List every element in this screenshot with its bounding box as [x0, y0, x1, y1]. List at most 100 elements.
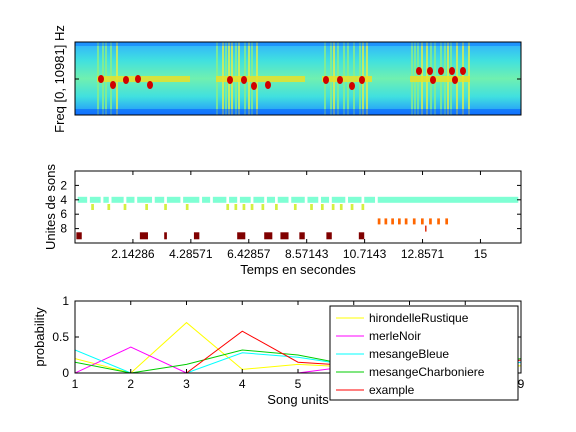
prob-xtick-label: 5: [295, 377, 302, 391]
unit-mark: [237, 232, 246, 240]
legend-box: [329, 305, 519, 401]
units-xtick-label: 2.14286: [111, 247, 155, 261]
unit-mark: [377, 218, 381, 225]
unit-mark: [91, 204, 94, 210]
prob-xtick-label: 4: [239, 377, 246, 391]
unit-mark: [275, 204, 278, 210]
spectrogram-trace: [97, 76, 190, 82]
unit-mark: [193, 232, 200, 240]
spectrogram-hotspot: [416, 67, 422, 75]
unit-mark: [404, 218, 408, 225]
probability-xlabel: Song units: [267, 392, 329, 407]
spectrogram-hotspot: [98, 75, 104, 83]
spectrogram-edge: [75, 42, 521, 46]
unit-mark: [183, 196, 200, 203]
prob-ytick-label: 1: [62, 294, 69, 308]
spectrogram-hotspot: [337, 76, 343, 84]
unit-mark: [253, 196, 265, 203]
unit-mark: [107, 204, 111, 210]
unit-mark: [384, 218, 388, 225]
unit-mark: [429, 218, 432, 225]
spectrogram-hotspot: [427, 67, 433, 75]
prob-xtick-label: 1: [72, 377, 79, 391]
spectrogram-hotspot: [323, 76, 329, 84]
unit-mark: [154, 196, 165, 203]
spectrogram-hotspot: [265, 81, 271, 89]
unit-mark: [77, 196, 88, 203]
unit-mark: [339, 204, 343, 210]
unit-mark: [212, 196, 227, 203]
legend-label: mesangeBleue: [369, 347, 449, 361]
spectrogram-hotspot: [123, 76, 129, 84]
unit-mark: [89, 196, 101, 203]
units-xtick-label: 4.28571: [169, 247, 213, 261]
unit-mark: [310, 204, 313, 210]
unit-mark: [320, 196, 330, 203]
unit-mark: [307, 196, 319, 203]
spectrogram-hotspot: [449, 67, 455, 75]
spectrogram-hotspot: [438, 67, 444, 75]
units-xtick-label: 6.42857: [227, 247, 271, 261]
unit-mark: [264, 232, 273, 240]
unit-mark: [145, 204, 148, 210]
spectrogram-hotspot: [359, 76, 365, 84]
unit-mark: [391, 218, 394, 225]
probability-ylabel: probability: [32, 307, 47, 367]
unit-mark: [137, 196, 153, 203]
spectrogram-hotspot: [349, 82, 355, 90]
unit-mark: [185, 204, 189, 210]
probability-panel: 1 2 3 4 5 9 0 0.5 1 Song units probability hiron…: [32, 294, 525, 407]
unit-mark: [234, 204, 238, 210]
unit-mark: [361, 204, 365, 210]
unit-mark: [239, 196, 251, 203]
unit-mark: [425, 225, 427, 232]
units-ylabel: Unites de sons: [43, 164, 58, 250]
units-xtick-label: 12.8571: [401, 247, 445, 261]
prob-xtick-label: 2: [127, 377, 134, 391]
unit-mark: [103, 196, 109, 203]
unit-mark: [242, 204, 246, 210]
units-ytick-label: 8: [60, 222, 67, 236]
unit-mark: [123, 204, 127, 210]
prob-ytick-label: 0.5: [52, 330, 69, 344]
units-frame: [74, 170, 522, 244]
unit-mark: [166, 196, 181, 203]
unit-mark: [229, 196, 238, 203]
unit-mark: [164, 204, 167, 210]
unit-mark: [420, 218, 424, 225]
unit-mark: [266, 196, 276, 203]
spectrogram-hotspot: [227, 76, 233, 84]
unit-mark: [76, 232, 82, 240]
unit-mark: [139, 232, 148, 240]
unit-mark: [250, 204, 254, 210]
spectrogram-panel: Freq [0, 10981] Hz: [52, 25, 522, 133]
unit-mark: [291, 196, 305, 203]
legend: hirondelleRustique merleNoir mesangeBleue m…: [329, 305, 519, 401]
legend-label: hirondelleRustique: [369, 311, 469, 325]
legend-label: merleNoir: [369, 329, 421, 343]
unit-mark: [280, 232, 289, 240]
legend-label: mesangeCharboniere: [369, 365, 485, 379]
unit-mark: [326, 232, 332, 240]
unit-mark: [277, 196, 289, 203]
unit-mark: [437, 218, 440, 225]
units-xlabel: Temps en secondes: [240, 262, 356, 277]
unit-mark: [299, 232, 305, 240]
unit-mark: [331, 204, 335, 210]
spectrogram-edge: [75, 109, 521, 115]
unit-mark: [320, 204, 324, 210]
units-ytick-label: 4: [60, 193, 67, 207]
spectrogram-hotspot: [251, 82, 257, 90]
prob-xtick-label: 9: [518, 377, 525, 391]
spectrogram-ylabel: Freq [0, 10981] Hz: [52, 25, 67, 133]
spectrogram-hotspot: [147, 81, 153, 89]
units-ytick-label: 6: [60, 207, 67, 221]
prob-xtick-label: 3: [183, 377, 190, 391]
units-ytick-label: 2: [60, 178, 67, 192]
unit-mark: [398, 218, 401, 225]
spectrogram-trace: [410, 76, 470, 82]
units-plot-area: [75, 171, 521, 243]
spectrogram-hotspot: [460, 67, 466, 75]
unit-mark: [164, 232, 167, 240]
